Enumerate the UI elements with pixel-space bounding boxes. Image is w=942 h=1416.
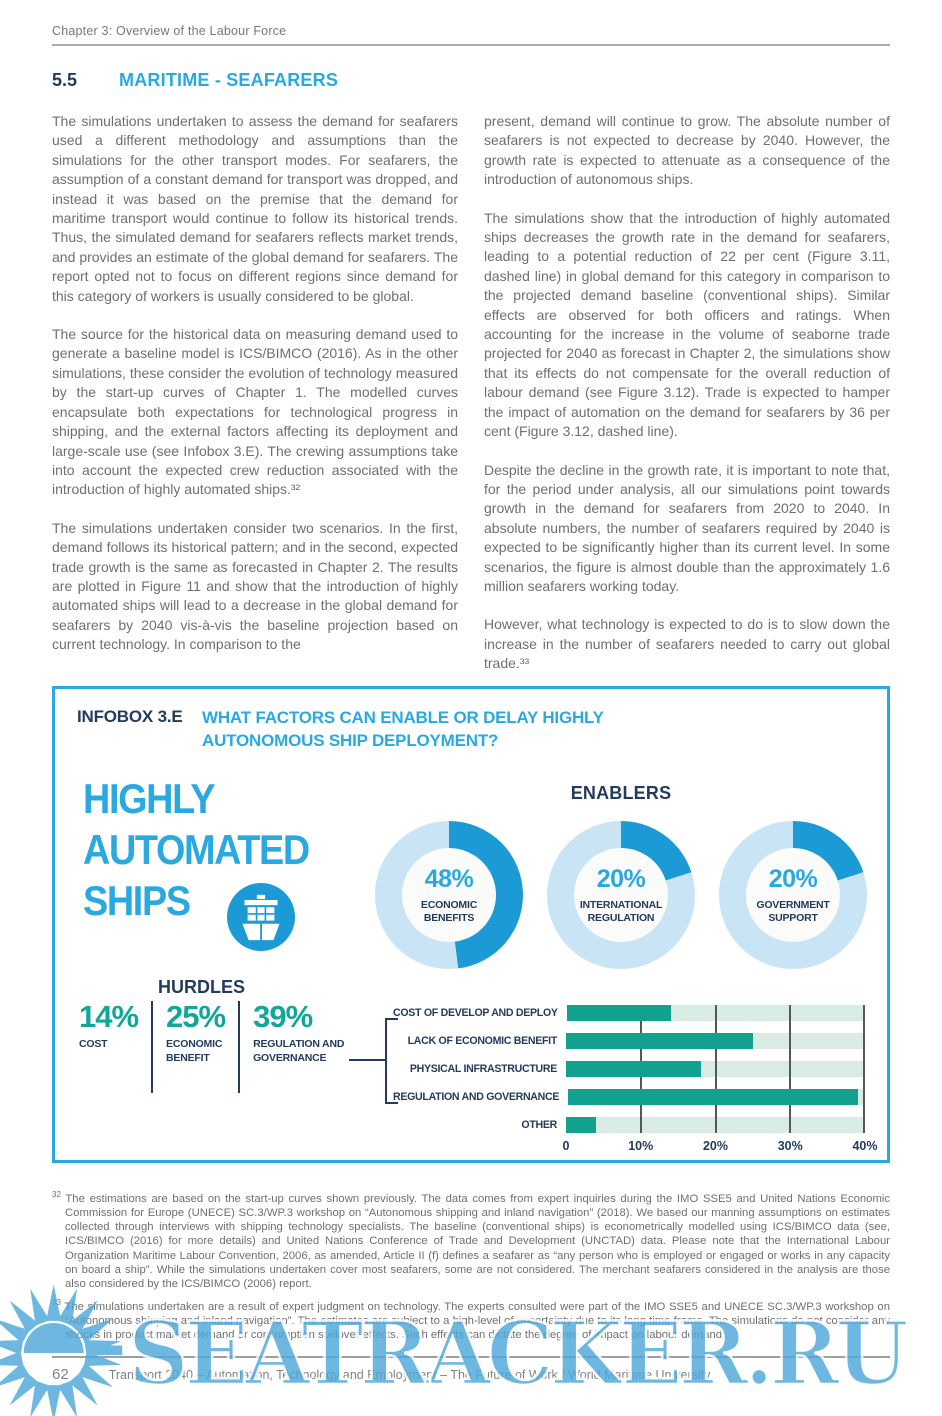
- hurdles-stats: 14% COST 25% ECONOMIC BENEFIT 39% REGULA…: [79, 1001, 357, 1093]
- bar: [568, 1089, 858, 1105]
- bar: [566, 1061, 701, 1077]
- page-number: 62: [52, 1366, 69, 1383]
- hurdle-label: REGULATION AND GOVERNANCE: [253, 1038, 345, 1064]
- paragraph: The simulations undertaken consider two …: [52, 519, 458, 653]
- section-heading: 5.5 MARITIME - SEAFARERS: [52, 70, 338, 91]
- bar-row: PHYSICAL INFRASTRUCTURE: [393, 1061, 865, 1077]
- donut-value: 20%: [768, 864, 818, 893]
- enablers-section: ENABLERS 48% ECONOMIC BENEFITS 20% INTER…: [375, 783, 867, 969]
- hurdles-title: HURDLES: [158, 977, 246, 997]
- bar: [566, 1005, 672, 1021]
- infobox-title: WHAT FACTORS CAN ENABLE OR DELAY HIGHLY …: [202, 708, 604, 750]
- body-columns: The simulations undertaken to assess the…: [52, 112, 890, 693]
- bar-rows: COST OF DEVELOP AND DEPLOY LACK OF ECONO…: [393, 1005, 865, 1133]
- page-footer: 62 Transport 2040 – Automation, Technolo…: [52, 1366, 710, 1383]
- footer-text: Transport 2040 – Automation, Technology …: [108, 1368, 711, 1382]
- enablers-title: ENABLERS: [570, 783, 672, 803]
- donut-chart-economic-benefits: 48% ECONOMIC BENEFITS: [375, 821, 523, 969]
- ship-icon: [227, 883, 295, 951]
- infobox-3e: INFOBOX 3.E WHAT FACTORS CAN ENABLE OR D…: [52, 686, 890, 1163]
- section-title: MARITIME - SEAFARERS: [119, 70, 339, 90]
- bar-row: LACK OF ECONOMIC BENEFIT: [393, 1033, 865, 1049]
- bar: [566, 1033, 753, 1049]
- hurdle-economic-benefit: 25% ECONOMIC BENEFIT: [151, 1001, 238, 1093]
- donut-value: 48%: [424, 864, 474, 893]
- donut-value: 20%: [596, 864, 646, 893]
- right-column: present, demand will continue to grow. T…: [484, 112, 890, 693]
- hurdles-bar-chart: COST OF DEVELOP AND DEPLOY LACK OF ECONO…: [393, 1005, 878, 1157]
- infobox-label: INFOBOX 3.E: [77, 707, 183, 726]
- hurdle-value: 39%: [253, 999, 313, 1034]
- hurdle-value: 14%: [79, 999, 139, 1034]
- hurdle-label: ECONOMIC BENEFIT: [166, 1038, 223, 1064]
- bracket-connector: [349, 1059, 385, 1061]
- paragraph: The simulations undertaken to assess the…: [52, 113, 458, 304]
- chapter-header: Chapter 3: Overview of the Labour Force: [52, 24, 287, 38]
- bar-row: COST OF DEVELOP AND DEPLOY: [393, 1005, 865, 1021]
- bar: [566, 1117, 596, 1133]
- footer-rule: [52, 1356, 890, 1358]
- paragraph: Despite the decline in the growth rate, …: [484, 461, 890, 594]
- x-axis: 0 10% 20% 30% 40%: [562, 1139, 878, 1153]
- footnotes: 32 The estimations are based on the star…: [52, 1188, 890, 1348]
- donut-label: ECONOMIC BENEFITS: [420, 898, 478, 924]
- donut-chart-government-support: 20% GOVERNMENT SUPPORT: [719, 821, 867, 969]
- paragraph: present, demand will continue to grow. T…: [484, 113, 890, 188]
- enablers-donuts: 48% ECONOMIC BENEFITS 20% INTERNATIONAL …: [375, 821, 867, 969]
- infobox-headline: HIGHLY AUTOMATED SHIPS: [83, 775, 310, 924]
- hurdle-label: COST: [79, 1038, 108, 1050]
- left-column: The simulations undertaken to assess the…: [52, 112, 458, 693]
- hurdle-cost: 14% COST: [79, 1001, 151, 1093]
- bar-row: REGULATION AND GOVERNANCE: [393, 1089, 865, 1105]
- bar-row: OTHER: [393, 1117, 865, 1133]
- donut-label: GOVERNMENT SUPPORT: [756, 898, 830, 924]
- footnote-33: 33 The simulations undertaken are a resu…: [52, 1298, 890, 1342]
- paragraph: The simulations show that the introducti…: [484, 209, 890, 440]
- hurdle-value: 25%: [166, 999, 226, 1034]
- header-rule: [52, 44, 890, 46]
- section-number: 5.5: [52, 70, 78, 90]
- footnote-32: 32 The estimations are based on the star…: [52, 1190, 891, 1290]
- donut-label: INTERNATIONAL REGULATION: [579, 898, 663, 924]
- donut-chart-international-regulation: 20% INTERNATIONAL REGULATION: [547, 821, 695, 969]
- paragraph: The source for the historical data on me…: [52, 326, 458, 498]
- paragraph: However, what technology is expected to …: [484, 616, 890, 672]
- hurdle-regulation-governance: 39% REGULATION AND GOVERNANCE: [238, 1001, 357, 1093]
